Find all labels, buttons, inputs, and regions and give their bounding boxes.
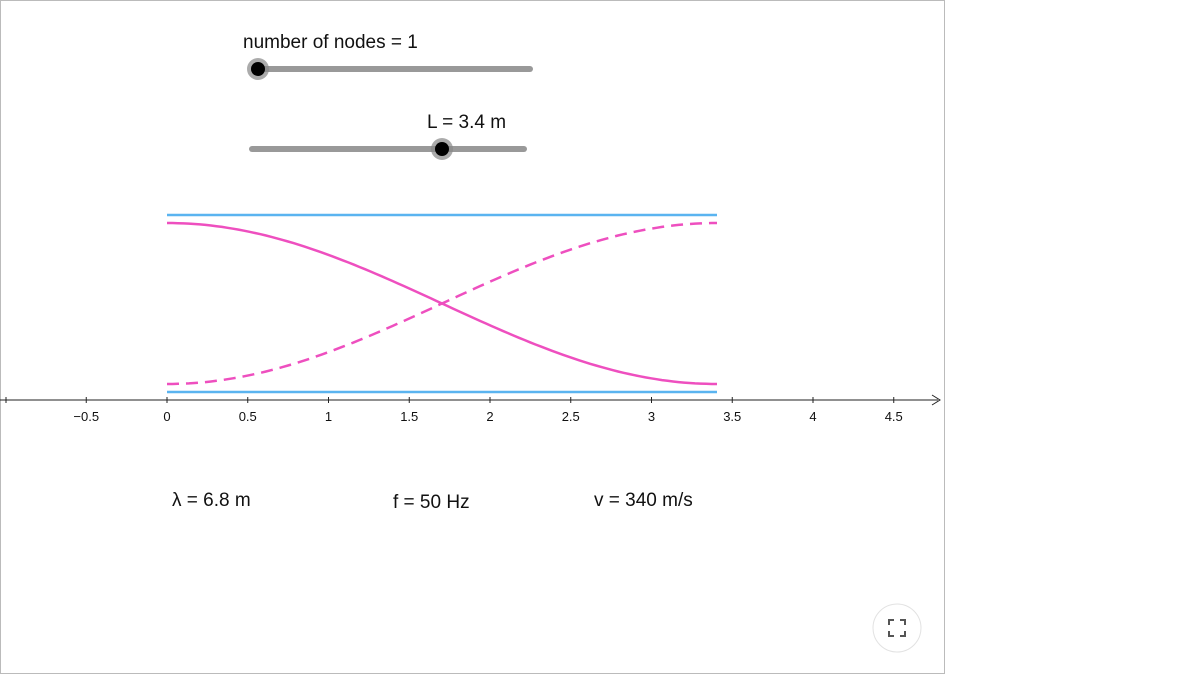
readout: v = 340 m/s [594, 490, 693, 511]
tick-label: 0 [163, 409, 170, 424]
tick-label: 1 [325, 409, 332, 424]
slider-thumb[interactable] [435, 142, 449, 156]
tick-label: 4.5 [885, 409, 903, 424]
fullscreen-button[interactable] [872, 603, 922, 653]
tick-label: 3.5 [723, 409, 741, 424]
tick-label: 2 [486, 409, 493, 424]
tick-label: 4 [809, 409, 816, 424]
axis-ticks: −0.5 0 0.5 1 1.5 2 2.5 3 3.5 4 4.5 [73, 397, 903, 424]
axis-arrow [931, 394, 941, 406]
slider-label: L = 3.4 m [427, 112, 506, 133]
tick-label: 2.5 [562, 409, 580, 424]
tick-label: 0.5 [239, 409, 257, 424]
readout: f = 50 Hz [393, 492, 470, 513]
tick-label: 1.5 [400, 409, 418, 424]
tick-label: 3 [648, 409, 655, 424]
readout: λ = 6.8 m [172, 490, 251, 511]
wave-curve-dashed [167, 221, 717, 386]
applet-frame [0, 0, 945, 674]
slider-label: number of nodes = 1 [243, 32, 418, 53]
slider-thumb[interactable] [251, 62, 265, 76]
tick-label: −0.5 [73, 409, 99, 424]
fullscreen-icon [888, 619, 906, 637]
